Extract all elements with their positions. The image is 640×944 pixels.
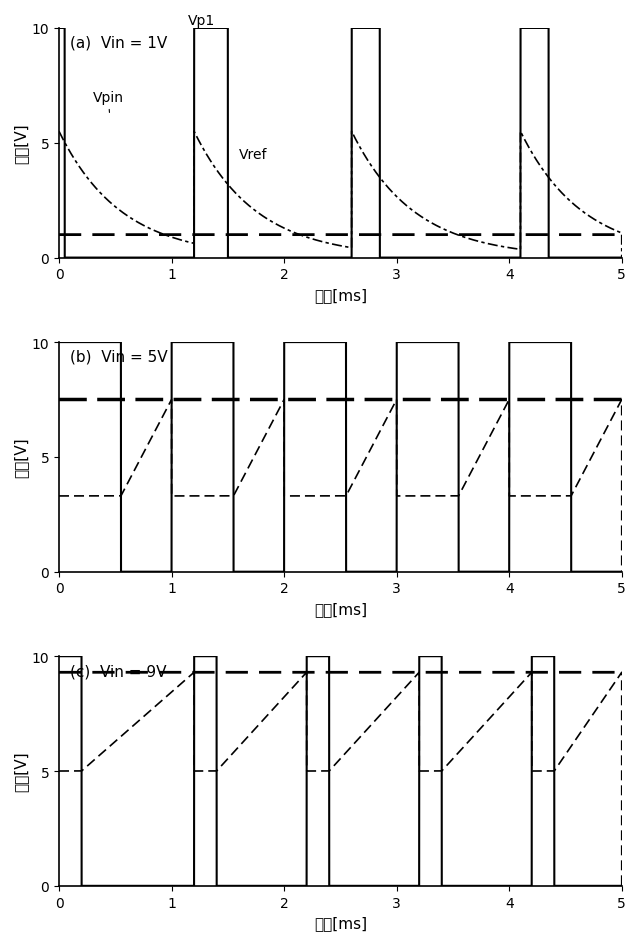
Text: Vp1: Vp1 — [188, 14, 216, 27]
X-axis label: 時間[ms]: 時間[ms] — [314, 601, 367, 616]
Text: (a)  Vin = 1V: (a) Vin = 1V — [70, 36, 168, 51]
Text: Vpin: Vpin — [0, 943, 1, 944]
Text: Vpin: Vpin — [93, 91, 124, 113]
X-axis label: 時間[ms]: 時間[ms] — [314, 288, 367, 302]
Text: Vpin: Vpin — [0, 943, 1, 944]
Y-axis label: 電圧[V]: 電圧[V] — [14, 437, 29, 478]
Text: Vref: Vref — [239, 148, 268, 162]
Text: (c)  Vin = 9V: (c) Vin = 9V — [70, 664, 167, 679]
Text: Vp1: Vp1 — [0, 943, 1, 944]
Text: Vref: Vref — [0, 943, 1, 944]
Y-axis label: 電圧[V]: 電圧[V] — [14, 124, 29, 164]
X-axis label: 時間[ms]: 時間[ms] — [314, 915, 367, 930]
Text: Vp1: Vp1 — [0, 943, 1, 944]
Y-axis label: 電圧[V]: 電圧[V] — [14, 750, 29, 791]
Text: (b)  Vin = 5V: (b) Vin = 5V — [70, 349, 168, 364]
Text: Vref: Vref — [0, 943, 1, 944]
